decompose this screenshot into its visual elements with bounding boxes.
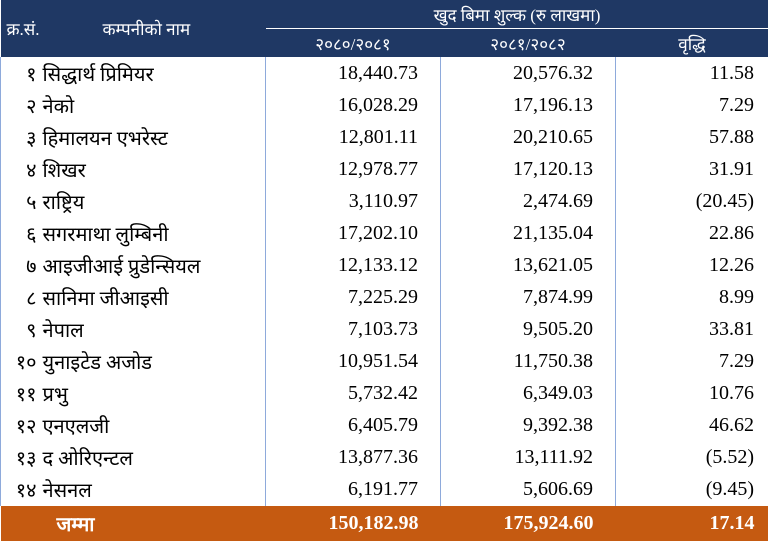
company-name: सगरमाथा लुम्बिनी — [42, 217, 266, 249]
serial: ६ — [0, 217, 43, 249]
premium-prev: 18,440.73 — [265, 57, 441, 89]
growth: 22.86 — [614, 217, 768, 249]
serial: २ — [0, 89, 43, 121]
company-name: आइजीआई प्रुडेन्सियल — [42, 249, 266, 281]
company-name: युनाइटेड अजोड — [42, 345, 266, 377]
growth: 57.88 — [614, 121, 768, 153]
premium-curr: 13,111.92 — [440, 441, 616, 473]
premium-curr: 2,474.69 — [440, 185, 616, 217]
premium-curr: 20,210.65 — [440, 121, 616, 153]
growth: 33.81 — [614, 313, 768, 345]
company-name: सिद्धार्थ प्रिमियर — [42, 57, 266, 89]
total-row: जम्मा 150,182.98 175,924.60 17.14 — [0, 505, 768, 541]
total-curr: 175,924.60 — [440, 505, 616, 541]
serial: १२ — [0, 409, 43, 441]
premium-curr: 9,392.38 — [440, 409, 616, 441]
growth: (20.45) — [614, 185, 768, 217]
premium-prev: 6,405.79 — [265, 409, 441, 441]
growth: 12.26 — [614, 249, 768, 281]
premium-curr: 21,135.04 — [440, 217, 616, 249]
table-row: ९ नेपाल 7,103.73 9,505.20 33.81 — [0, 313, 768, 345]
premium-curr: 5,606.69 — [440, 473, 616, 506]
company-name: नेको — [42, 89, 266, 121]
company-name: शिखर — [42, 153, 266, 185]
serial: ३ — [0, 121, 43, 153]
table-row: ५ राष्ट्रिय 3,110.97 2,474.69 (20.45) — [0, 185, 768, 217]
premium-curr: 17,196.13 — [440, 89, 616, 121]
premium-prev: 7,225.29 — [265, 281, 441, 313]
total-prev: 150,182.98 — [265, 505, 441, 541]
company-name: हिमालयन एभरेस्ट — [42, 121, 266, 153]
name-header: कम्पनीको नाम — [42, 0, 266, 57]
premium-prev: 12,978.77 — [265, 153, 441, 185]
company-name: राष्ट्रिय — [42, 185, 266, 217]
company-name: द ओरिएन्टल — [42, 441, 266, 473]
serial: ४ — [0, 153, 43, 185]
table-row: ६ सगरमाथा लुम्बिनी 17,202.10 21,135.04 22.86 — [0, 217, 768, 249]
premium-curr: 9,505.20 — [440, 313, 616, 345]
premium-prev: 12,801.11 — [265, 121, 441, 153]
table-row: १२ एनएलजी 6,405.79 9,392.38 46.62 — [0, 409, 768, 441]
table-row: १३ द ओरिएन्टल 13,877.36 13,111.92 (5.52) — [0, 441, 768, 473]
company-name: नेसनल — [42, 473, 266, 506]
premium-prev: 3,110.97 — [265, 185, 441, 217]
serial: ७ — [0, 249, 43, 281]
group-header: खुद बिमा शुल्क (रु लाखमा) — [265, 0, 768, 29]
serial: १ — [0, 57, 43, 89]
premium-prev: 7,103.73 — [265, 313, 441, 345]
serial: १० — [0, 345, 43, 377]
serial: १४ — [0, 473, 43, 506]
table-row: १० युनाइटेड अजोड 10,951.54 11,750.38 7.29 — [0, 345, 768, 377]
table-body: १ सिद्धार्थ प्रिमियर 18,440.73 20,576.32 11.… — [0, 57, 768, 506]
table-row: १४ नेसनल 6,191.77 5,606.69 (9.45) — [0, 473, 768, 506]
growth: 7.29 — [614, 89, 768, 121]
company-name: एनएलजी — [42, 409, 266, 441]
premium-table: क्र.सं. कम्पनीको नाम खुद बिमा शुल्क (रु … — [0, 0, 768, 541]
growth: (9.45) — [614, 473, 768, 506]
company-name: नेपाल — [42, 313, 266, 345]
year-header: २०८०/२०८१ — [265, 28, 441, 57]
serial: ८ — [0, 281, 43, 313]
table-row: ३ हिमालयन एभरेस्ट 12,801.11 20,210.65 57.88 — [0, 121, 768, 153]
serial: ११ — [0, 377, 43, 409]
table-row: ८ सानिमा जीआइसी 7,225.29 7,874.99 8.99 — [0, 281, 768, 313]
table-row: ४ शिखर 12,978.77 17,120.13 31.91 — [0, 153, 768, 185]
premium-prev: 10,951.54 — [265, 345, 441, 377]
table-row: ७ आइजीआई प्रुडेन्सियल 12,133.12 13,621.05 12… — [0, 249, 768, 281]
growth: 7.29 — [614, 345, 768, 377]
premium-curr: 6,349.03 — [440, 377, 616, 409]
growth: 11.58 — [614, 57, 768, 89]
serial: ९ — [0, 313, 43, 345]
premium-curr: 11,750.38 — [440, 345, 616, 377]
premium-curr: 17,120.13 — [440, 153, 616, 185]
company-name: सानिमा जीआइसी — [42, 281, 266, 313]
company-name: प्रभु — [42, 377, 266, 409]
growth: (5.52) — [614, 441, 768, 473]
table-row: २ नेको 16,028.29 17,196.13 7.29 — [0, 89, 768, 121]
growth-header: वृद्धि — [615, 28, 768, 57]
total-growth: 17.14 — [615, 505, 768, 541]
premium-curr: 20,576.32 — [440, 57, 616, 89]
growth: 31.91 — [614, 153, 768, 185]
premium-prev: 16,028.29 — [265, 89, 441, 121]
serial-header: क्र.सं. — [0, 0, 43, 57]
premium-curr: 13,621.05 — [440, 249, 616, 281]
serial: ५ — [0, 185, 43, 217]
premium-prev: 6,191.77 — [265, 473, 441, 506]
premium-prev: 12,133.12 — [265, 249, 441, 281]
growth: 46.62 — [614, 409, 768, 441]
serial: १३ — [0, 441, 43, 473]
premium-prev: 5,732.42 — [265, 377, 441, 409]
growth: 8.99 — [614, 281, 768, 313]
table-row: ११ प्रभु 5,732.42 6,349.03 10.76 — [0, 377, 768, 409]
year-header: २०८१/२०८२ — [440, 28, 616, 57]
total-label: जम्मा — [0, 505, 266, 541]
growth: 10.76 — [614, 377, 768, 409]
premium-prev: 17,202.10 — [265, 217, 441, 249]
table-row: १ सिद्धार्थ प्रिमियर 18,440.73 20,576.32 11.… — [0, 57, 768, 89]
premium-prev: 13,877.36 — [265, 441, 441, 473]
premium-curr: 7,874.99 — [440, 281, 616, 313]
